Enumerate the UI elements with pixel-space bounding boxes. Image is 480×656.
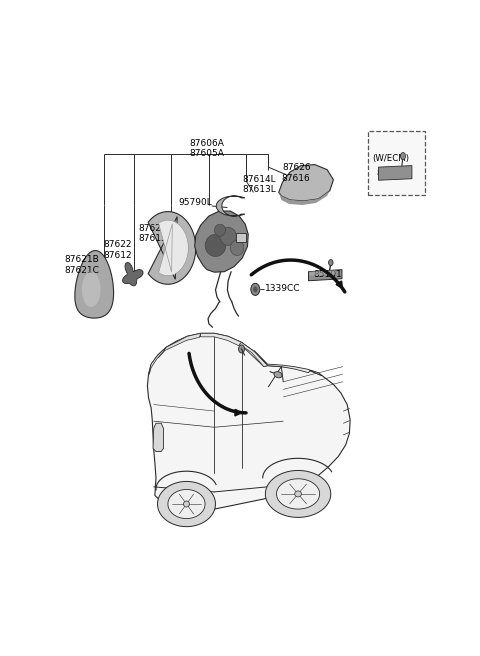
Polygon shape xyxy=(265,470,331,518)
Polygon shape xyxy=(279,191,330,205)
FancyBboxPatch shape xyxy=(236,233,246,242)
Polygon shape xyxy=(378,165,412,180)
Text: 87625B
87615B: 87625B 87615B xyxy=(139,224,173,243)
Polygon shape xyxy=(168,489,205,519)
Polygon shape xyxy=(276,479,320,509)
Polygon shape xyxy=(82,272,100,307)
Polygon shape xyxy=(157,482,216,527)
Polygon shape xyxy=(279,165,334,201)
Polygon shape xyxy=(309,270,335,276)
Text: 85101: 85101 xyxy=(376,169,405,178)
Text: 87622
87612: 87622 87612 xyxy=(103,240,132,260)
Polygon shape xyxy=(240,342,267,367)
Polygon shape xyxy=(230,240,244,255)
Circle shape xyxy=(329,260,333,266)
Text: 95790L: 95790L xyxy=(178,198,212,207)
Polygon shape xyxy=(148,212,196,284)
Circle shape xyxy=(253,286,258,293)
Polygon shape xyxy=(122,262,143,286)
Polygon shape xyxy=(215,224,226,236)
Text: 1339CC: 1339CC xyxy=(265,284,301,293)
Ellipse shape xyxy=(295,491,301,497)
Polygon shape xyxy=(153,423,163,451)
Text: 85101: 85101 xyxy=(313,270,342,279)
Polygon shape xyxy=(157,333,267,367)
Polygon shape xyxy=(220,227,236,245)
Polygon shape xyxy=(254,350,322,376)
Polygon shape xyxy=(216,196,245,216)
Polygon shape xyxy=(158,220,188,276)
Ellipse shape xyxy=(274,371,282,378)
FancyBboxPatch shape xyxy=(368,131,425,195)
Polygon shape xyxy=(148,348,166,374)
Text: 87614L
87613L: 87614L 87613L xyxy=(242,175,276,194)
Text: 87606A
87605A: 87606A 87605A xyxy=(190,138,224,158)
Polygon shape xyxy=(205,234,226,256)
Polygon shape xyxy=(157,333,201,358)
Polygon shape xyxy=(309,270,342,281)
Circle shape xyxy=(239,345,244,353)
Circle shape xyxy=(400,152,406,159)
Polygon shape xyxy=(195,211,248,272)
Polygon shape xyxy=(201,333,241,346)
Text: 87626
87616: 87626 87616 xyxy=(282,163,311,183)
Ellipse shape xyxy=(183,501,190,507)
Text: 87621B
87621C: 87621B 87621C xyxy=(64,255,99,275)
Polygon shape xyxy=(75,251,114,318)
Text: (W/ECM): (W/ECM) xyxy=(372,154,409,163)
Circle shape xyxy=(251,283,260,295)
Polygon shape xyxy=(147,333,350,510)
